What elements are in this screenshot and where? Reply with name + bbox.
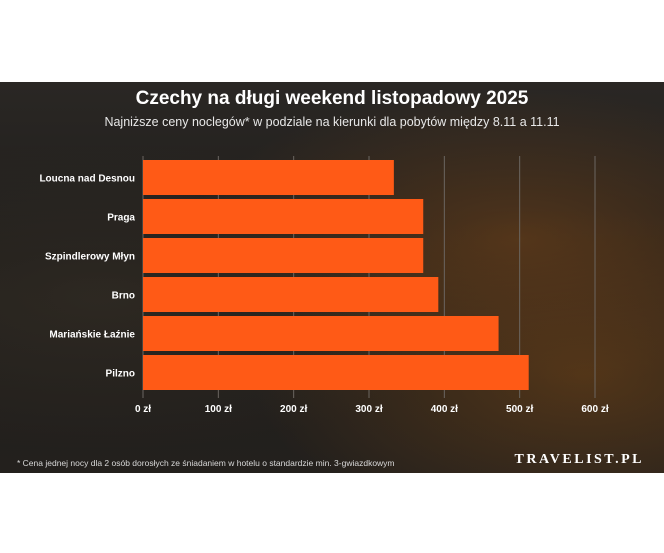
x-tick-label: 400 zł: [431, 404, 458, 415]
bar: [143, 355, 529, 390]
bar-chart: Loucna nad Desnou Praga Szpindlerowy Młyn B…: [39, 156, 609, 415]
category-label: Praga: [107, 213, 135, 224]
bar: [143, 316, 499, 351]
x-axis-ticks: 0 zł 100 zł 200 zł 300 zł 400 zł 500 zł 600 zł: [135, 404, 609, 415]
category-label: Pilzno: [106, 369, 135, 380]
bar: [143, 238, 424, 273]
x-tick-label: 0 zł: [135, 404, 151, 415]
bar: [143, 199, 424, 234]
brand-logo: TRAVELIST.PL: [514, 452, 644, 467]
category-labels: Loucna nad Desnou Praga Szpindlerowy Młyn B…: [39, 174, 135, 380]
x-tick-label: 500 zł: [506, 404, 533, 415]
bars: [143, 160, 529, 390]
x-tick-label: 600 zł: [581, 404, 608, 415]
x-tick-label: 200 zł: [280, 404, 307, 415]
x-tick-label: 100 zł: [205, 404, 232, 415]
category-label: Brno: [112, 291, 135, 302]
category-label: Mariańskie Łaźnie: [49, 330, 135, 341]
chart-subtitle: Najniższe ceny noclegów* w podziale na k…: [104, 115, 560, 129]
chart-panel: Czechy na długi weekend listopadowy 2025…: [0, 82, 664, 473]
bar: [143, 277, 439, 312]
footnote: * Cena jednej nocy dla 2 osób dorosłych …: [17, 458, 395, 468]
category-label: Loucna nad Desnou: [39, 174, 135, 185]
bar: [143, 160, 394, 195]
category-label: Szpindlerowy Młyn: [45, 252, 135, 263]
x-tick-label: 300 zł: [355, 404, 382, 415]
chart-title: Czechy na długi weekend listopadowy 2025: [135, 88, 529, 109]
